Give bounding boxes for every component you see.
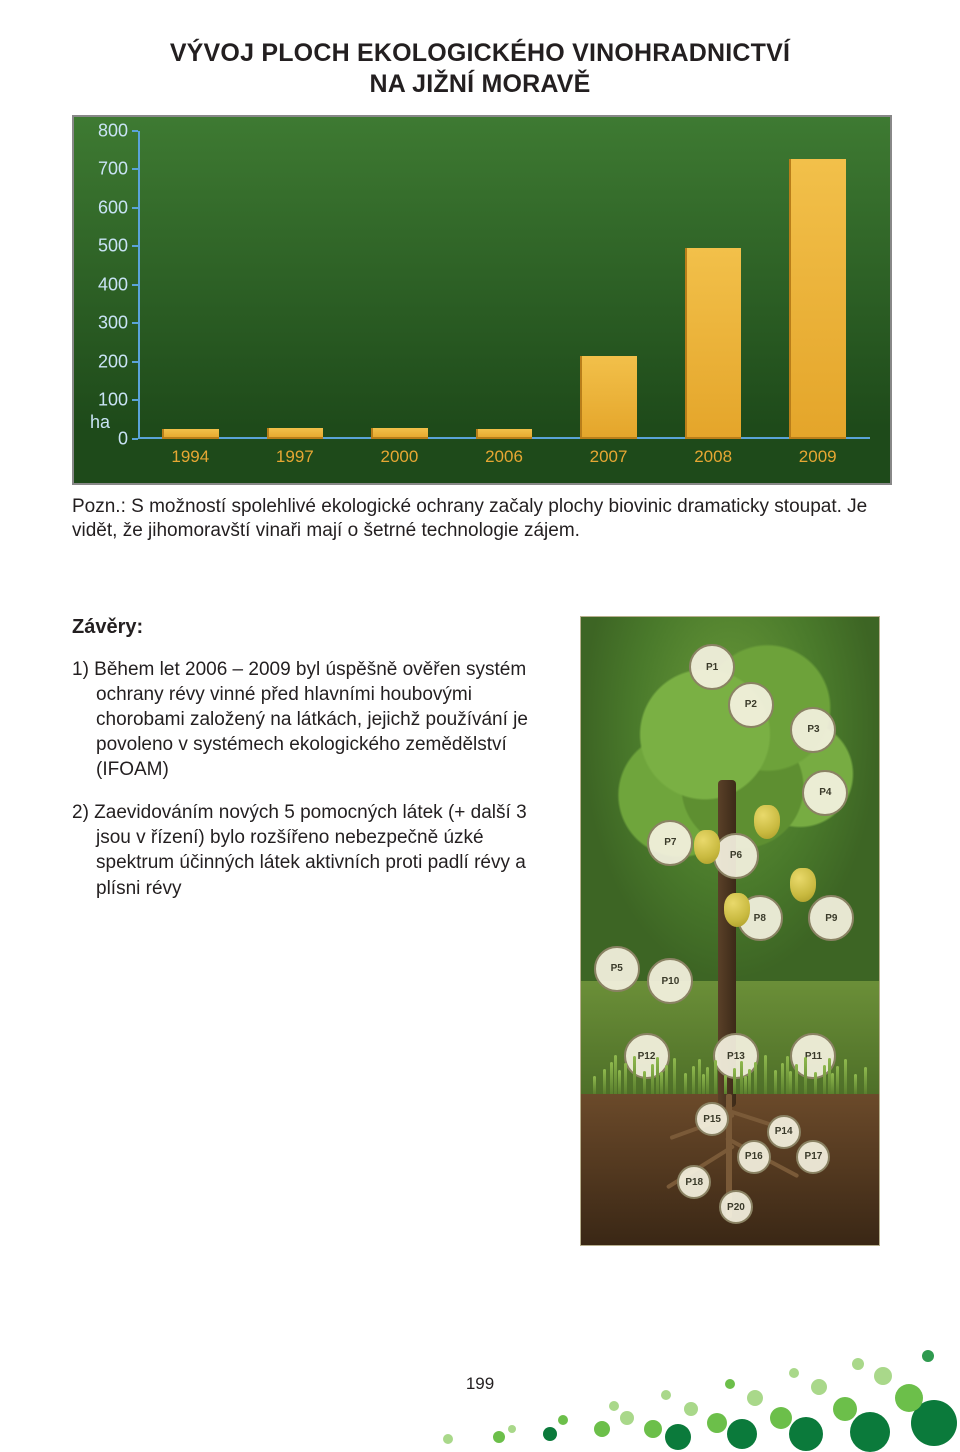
- vine-callout: P4: [802, 770, 848, 816]
- y-tick-label: 500: [98, 236, 128, 257]
- footer-dot: [644, 1420, 662, 1438]
- footer-dot: [661, 1390, 671, 1400]
- y-axis-unit: ha: [90, 412, 110, 433]
- x-tick-label: 2009: [799, 447, 837, 467]
- footer-dot: [911, 1400, 957, 1446]
- x-tick-label: 1994: [171, 447, 209, 467]
- caption-prefix: Pozn.:: [72, 496, 131, 517]
- footer-dot: [852, 1358, 864, 1370]
- caption-body: S možností spolehlivé ekologické ochrany…: [72, 496, 867, 542]
- bar: [162, 429, 218, 439]
- y-tick-label: 800: [98, 120, 128, 141]
- footer-dot: [665, 1424, 691, 1450]
- bar: [685, 248, 741, 439]
- vine-callout: P14: [767, 1115, 801, 1149]
- footer-dot: [443, 1434, 453, 1444]
- footer-dot: [558, 1415, 568, 1425]
- bar: [580, 356, 636, 439]
- footer-dot: [770, 1407, 792, 1429]
- footer-dot: [609, 1401, 619, 1411]
- footer-dot: [895, 1384, 923, 1412]
- footer-dot: [833, 1397, 857, 1421]
- y-tick-label: 400: [98, 274, 128, 295]
- footer-dot: [789, 1417, 823, 1451]
- footer-dot: [922, 1350, 934, 1362]
- conclusions-heading: Závěry:: [72, 616, 562, 639]
- y-tick-label: 300: [98, 313, 128, 334]
- bar: [267, 428, 323, 438]
- y-tick-label: 0: [118, 428, 128, 449]
- footer-dot: [620, 1411, 634, 1425]
- footer-dot: [811, 1379, 827, 1395]
- chart-caption: Pozn.: S možností spolehlivé ekologické …: [72, 495, 888, 544]
- footer-dot: [850, 1412, 890, 1452]
- vine-callout: P1: [689, 644, 735, 690]
- footer-dot: [707, 1413, 727, 1433]
- y-tick-label: 100: [98, 390, 128, 411]
- page-number: 199: [466, 1374, 494, 1394]
- y-tick-label: 600: [98, 197, 128, 218]
- footer-dot: [493, 1431, 505, 1443]
- x-tick-label: 2008: [694, 447, 732, 467]
- x-tick-label: 1997: [276, 447, 314, 467]
- footer-dot: [543, 1427, 557, 1441]
- footer-dot: [727, 1419, 757, 1449]
- title-line-1: VÝVOJ PLOCH EKOLOGICKÉHO VINOHRADNICTVÍ: [170, 39, 790, 67]
- footer-dot: [874, 1367, 892, 1385]
- bar-chart: ha 0 100 200 300 400 500 600 700 800 1994 1997 2000…: [72, 115, 892, 485]
- footer-dot: [789, 1368, 799, 1378]
- y-tick-label: 200: [98, 351, 128, 372]
- x-tick-label: 2006: [485, 447, 523, 467]
- vine-callout: P16: [737, 1140, 771, 1174]
- vine-callout: P5: [594, 946, 640, 992]
- vine-illustration: P1P2P3P4P5P6P7P8P9P10P11P12P13P14P15P16P…: [580, 616, 880, 1246]
- title-line-2: NA JIŽNÍ MORAVĚ: [369, 70, 590, 98]
- bar: [371, 428, 427, 439]
- conclusion-item: 2) Zaevidováním nových 5 pomocných látek…: [72, 800, 562, 900]
- page-title: VÝVOJ PLOCH EKOLOGICKÉHO VINOHRADNICTVÍ …: [72, 38, 888, 101]
- vine-callout: P6: [713, 833, 759, 879]
- bar: [789, 159, 845, 438]
- bar: [476, 429, 532, 439]
- footer-decoration: [320, 1300, 960, 1440]
- footer-dot: [508, 1425, 516, 1433]
- x-tick-label: 2007: [590, 447, 628, 467]
- footer-dot: [594, 1421, 610, 1437]
- footer-dot: [747, 1390, 763, 1406]
- conclusions-block: Závěry: 1) Během let 2006 – 2009 byl úsp…: [72, 616, 562, 1246]
- footer-dot: [725, 1379, 735, 1389]
- conclusion-item: 1) Během let 2006 – 2009 byl úspěšně ově…: [72, 657, 562, 782]
- x-tick-label: 2000: [381, 447, 419, 467]
- vine-callout: P20: [719, 1190, 753, 1224]
- y-tick-label: 700: [98, 159, 128, 180]
- vine-callout: P12: [624, 1033, 670, 1079]
- footer-dot: [684, 1402, 698, 1416]
- vine-callout: P2: [728, 682, 774, 728]
